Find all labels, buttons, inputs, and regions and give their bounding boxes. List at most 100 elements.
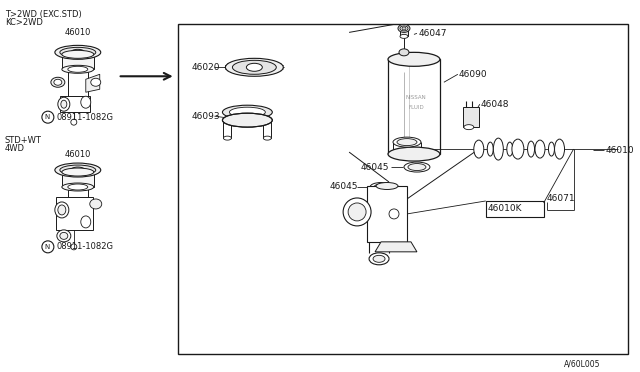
Ellipse shape [51,77,65,87]
Text: 4WD: 4WD [5,144,25,153]
Ellipse shape [62,50,94,58]
Text: N: N [44,114,49,120]
Ellipse shape [62,168,94,176]
Text: 46010: 46010 [65,150,91,158]
Ellipse shape [57,230,71,242]
Ellipse shape [55,163,100,177]
Ellipse shape [400,34,408,38]
Bar [400,28,408,36]
Ellipse shape [55,202,69,218]
Text: STD+WT: STD+WT [5,136,42,145]
Bar [184,32,349,152]
Ellipse shape [554,139,564,159]
Text: A/60L005: A/60L005 [564,359,600,368]
Bar [263,120,271,138]
Polygon shape [367,186,407,242]
Ellipse shape [527,141,534,157]
Text: T>2WD (EXC.STD): T>2WD (EXC.STD) [5,10,82,19]
Ellipse shape [223,136,232,140]
Text: 46093: 46093 [191,112,220,121]
Text: 46071: 46071 [547,195,575,203]
Ellipse shape [223,113,272,127]
Text: 46020: 46020 [191,63,220,72]
Bar [68,186,88,214]
Circle shape [389,209,399,219]
Ellipse shape [400,26,408,31]
Ellipse shape [399,49,409,56]
Text: 46010: 46010 [65,28,91,37]
Text: KC>2WD: KC>2WD [5,18,43,27]
Bar [177,25,628,353]
Ellipse shape [55,45,100,59]
Ellipse shape [223,105,272,119]
Ellipse shape [263,136,271,140]
Circle shape [71,119,77,125]
Ellipse shape [376,183,398,189]
Bar [223,120,232,138]
Circle shape [348,203,366,221]
Circle shape [42,111,54,123]
Text: 46010: 46010 [605,145,634,155]
Ellipse shape [71,49,84,55]
Bar [62,172,94,187]
Ellipse shape [68,66,88,72]
Polygon shape [86,74,100,92]
Ellipse shape [369,253,389,265]
Ellipse shape [493,138,503,160]
Ellipse shape [388,52,440,66]
Polygon shape [375,242,417,252]
Circle shape [343,198,371,226]
Ellipse shape [232,60,276,74]
Ellipse shape [68,184,88,190]
Text: 46045: 46045 [329,183,358,192]
Ellipse shape [388,147,440,161]
Text: 46048: 46048 [481,100,509,109]
Polygon shape [56,197,93,230]
Ellipse shape [90,199,102,209]
Ellipse shape [464,125,474,130]
Text: N: N [44,244,49,250]
Ellipse shape [408,164,426,170]
Ellipse shape [229,107,266,117]
Ellipse shape [61,100,67,108]
Ellipse shape [60,165,96,175]
Ellipse shape [512,139,524,159]
Text: FLUID: FLUID [408,105,424,110]
Ellipse shape [60,47,96,57]
Circle shape [71,244,77,250]
Ellipse shape [62,183,94,191]
Ellipse shape [398,25,410,32]
Text: 46090: 46090 [459,70,488,79]
Ellipse shape [246,63,262,71]
Ellipse shape [474,140,484,158]
Ellipse shape [370,183,392,192]
Bar [68,68,88,96]
Bar [62,54,94,69]
Ellipse shape [81,216,91,228]
Bar [388,59,440,154]
Ellipse shape [58,97,70,111]
Ellipse shape [60,232,68,239]
Text: 46010K: 46010K [488,205,522,214]
Ellipse shape [487,142,493,156]
Bar [463,107,479,127]
Ellipse shape [393,137,421,147]
Ellipse shape [71,167,84,173]
Text: NISSAN: NISSAN [406,95,426,100]
Text: 08911-1082G: 08911-1082G [57,242,114,251]
Ellipse shape [535,140,545,158]
Ellipse shape [373,255,385,262]
Polygon shape [60,96,90,112]
Text: 46047: 46047 [419,29,447,38]
Ellipse shape [402,27,406,30]
Ellipse shape [225,58,284,76]
Text: 46045: 46045 [360,163,388,171]
Ellipse shape [374,184,388,190]
Ellipse shape [404,162,430,172]
Ellipse shape [81,96,91,108]
Text: 08911-1082G: 08911-1082G [57,113,114,122]
Circle shape [42,241,54,253]
Ellipse shape [58,205,66,215]
Ellipse shape [62,65,94,73]
Ellipse shape [507,142,513,156]
